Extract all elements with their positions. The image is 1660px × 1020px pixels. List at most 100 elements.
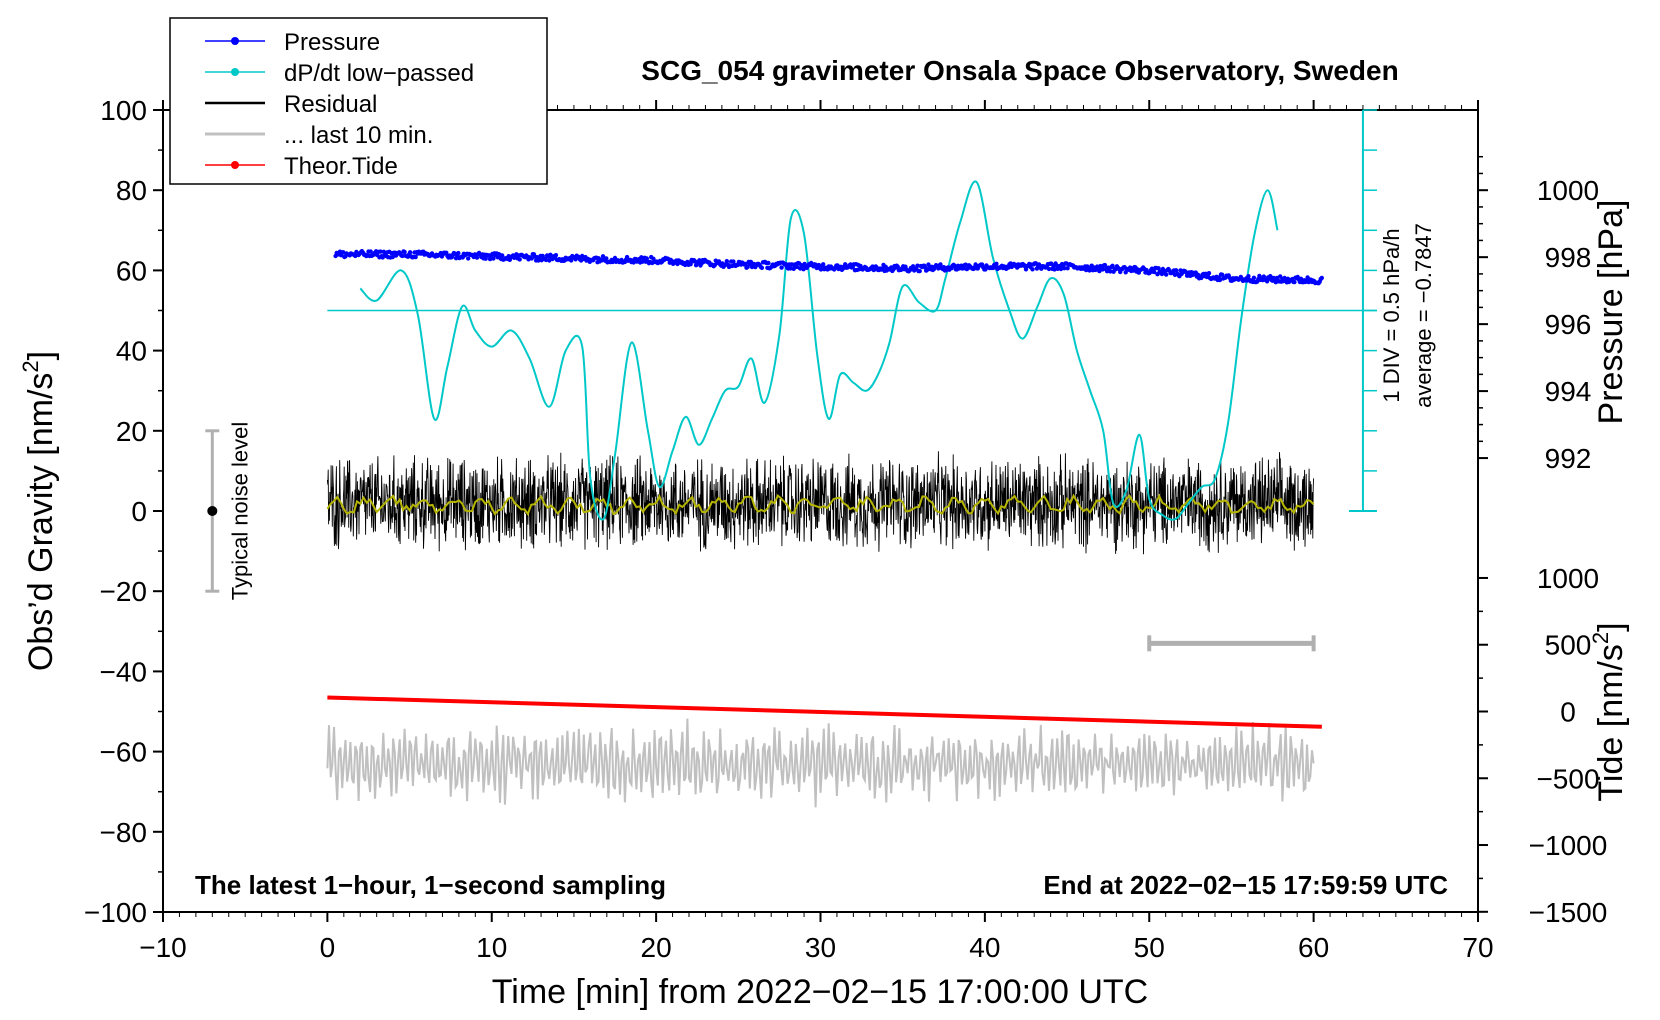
pressure-point bbox=[766, 260, 771, 266]
pressure-point bbox=[1164, 272, 1169, 277]
y-axis-label-right-bottom: Tide [nm/s2] bbox=[1588, 622, 1630, 801]
legend-label: ... last 10 min. bbox=[284, 122, 433, 149]
pressure-point bbox=[915, 263, 920, 268]
pressure-point bbox=[1173, 268, 1179, 273]
x-axis-bottom: −10 0 10 20 30 40 50 60 70 bbox=[139, 912, 1494, 963]
tide-label-main: Tide [nm/s bbox=[1592, 644, 1630, 801]
legend-label: dP/dt low−passed bbox=[284, 60, 474, 87]
x-tick-label: 40 bbox=[969, 932, 1000, 963]
pressure-point bbox=[938, 262, 943, 267]
pressure-point bbox=[402, 249, 407, 255]
legend-marker bbox=[231, 161, 239, 169]
tide-tick-label: −1000 bbox=[1529, 830, 1608, 861]
series-group bbox=[326, 180, 1325, 808]
pressure-point bbox=[453, 256, 459, 261]
pressure-point bbox=[1251, 275, 1257, 280]
pressure-point bbox=[779, 265, 784, 270]
tide-label-tail: ] bbox=[1592, 622, 1630, 631]
pressure-point bbox=[466, 256, 471, 261]
dpdt-axis: 1 DIV = 0.5 hPa/h average = −0.7847 bbox=[327, 109, 1436, 512]
y-label-main: Obs’d Gravity [nm/s bbox=[22, 373, 60, 672]
pressure-point bbox=[1268, 274, 1273, 279]
x-tick-label: −10 bbox=[139, 932, 187, 963]
legend-label: Residual bbox=[284, 91, 377, 118]
pressure-point bbox=[491, 256, 496, 261]
pressure-tick-label: 998 bbox=[1545, 242, 1592, 273]
pressure-point bbox=[1217, 277, 1223, 283]
y-tick-label: −60 bbox=[100, 737, 148, 768]
annotations: Typical noise level The latest 1−hour, 1−… bbox=[195, 422, 1448, 900]
series-pressure bbox=[333, 249, 1325, 286]
pressure-point bbox=[917, 268, 922, 274]
x-axis-label: Time [min] from 2022−02−15 17:00:00 UTC bbox=[492, 973, 1148, 1011]
pressure-point bbox=[1100, 267, 1105, 272]
note-bottom-right: End at 2022−02−15 17:59:59 UTC bbox=[1043, 870, 1448, 900]
series-dpdt bbox=[359, 180, 1279, 521]
pressure-point bbox=[821, 262, 826, 267]
pressure-point bbox=[407, 250, 413, 255]
pressure-point bbox=[604, 256, 609, 261]
tide-tick-label: 1000 bbox=[1537, 563, 1599, 594]
tide-tick-label: 0 bbox=[1560, 697, 1576, 728]
dpdt-average-label: average = −0.7847 bbox=[1411, 223, 1436, 408]
pressure-tick-label: 1000 bbox=[1537, 175, 1599, 206]
pressure-point bbox=[380, 255, 385, 260]
x-tick-label: 50 bbox=[1134, 932, 1165, 963]
pressure-point bbox=[553, 253, 559, 258]
pressure-point bbox=[1102, 262, 1108, 268]
legend-label: Pressure bbox=[284, 29, 380, 56]
y-tick-label: 0 bbox=[131, 496, 147, 527]
pressure-point bbox=[783, 262, 789, 267]
y-tick-label: 80 bbox=[116, 175, 147, 206]
pressure-point bbox=[1110, 263, 1115, 268]
legend-marker bbox=[231, 37, 239, 45]
pressure-point bbox=[483, 256, 488, 261]
pressure-point bbox=[474, 255, 480, 260]
pressure-point bbox=[456, 250, 461, 256]
y-axis-left: −100 −80 −60 −40 −20 0 20 40 60 80 100 bbox=[84, 95, 163, 928]
tide-tick-label: −500 bbox=[1536, 763, 1599, 794]
y-axis-right: 1000 998 996 994 992 1000 500 0 −500 −1000 −1500 bbox=[1478, 155, 1608, 928]
pressure-point bbox=[952, 263, 957, 269]
x-tick-label: 60 bbox=[1298, 932, 1329, 963]
x-tick-label: 20 bbox=[641, 932, 672, 963]
pressure-point bbox=[413, 254, 418, 260]
legend-box bbox=[169, 17, 548, 185]
x-tick-label: 0 bbox=[320, 932, 336, 963]
pressure-point bbox=[843, 262, 848, 267]
pressure-point bbox=[724, 259, 729, 264]
pressure-point bbox=[1183, 270, 1189, 275]
y-tick-label: −40 bbox=[100, 656, 148, 687]
noise-center-dot bbox=[207, 506, 218, 516]
pressure-point bbox=[963, 262, 968, 267]
pressure-point bbox=[1156, 266, 1161, 271]
y-tick-label: 60 bbox=[116, 255, 147, 286]
pressure-point bbox=[759, 265, 765, 270]
pressure-point bbox=[1030, 267, 1035, 272]
pressure-point bbox=[1298, 276, 1304, 281]
pressure-point bbox=[697, 258, 702, 263]
pressure-point bbox=[341, 250, 346, 255]
pressure-point bbox=[569, 258, 574, 263]
y-label-sup: 2 bbox=[18, 360, 43, 372]
pressure-point bbox=[794, 264, 800, 270]
pressure-point bbox=[368, 249, 373, 254]
pressure-point bbox=[1062, 266, 1067, 271]
pressure-point bbox=[390, 254, 395, 260]
pressure-tick-label: 992 bbox=[1545, 443, 1592, 474]
noise-label: Typical noise level bbox=[227, 422, 252, 601]
pressure-tick-label: 994 bbox=[1545, 376, 1592, 407]
y-tick-label: 20 bbox=[116, 416, 147, 447]
pressure-point bbox=[1319, 275, 1325, 281]
pressure-point bbox=[1219, 272, 1225, 277]
pressure-point bbox=[1006, 265, 1011, 270]
y-axis-label-left: Obs’d Gravity [nm/s2] bbox=[18, 351, 60, 671]
x-tick-label: 10 bbox=[476, 932, 507, 963]
series-residual-smoothed bbox=[326, 493, 1315, 517]
tide-label-sup: 2 bbox=[1588, 632, 1613, 644]
pressure-point bbox=[1152, 269, 1157, 275]
tide-tick-label: 500 bbox=[1545, 630, 1592, 661]
pressure-point bbox=[1246, 274, 1251, 279]
chart-title: SCG_054 gravimeter Onsala Space Observat… bbox=[641, 55, 1398, 86]
